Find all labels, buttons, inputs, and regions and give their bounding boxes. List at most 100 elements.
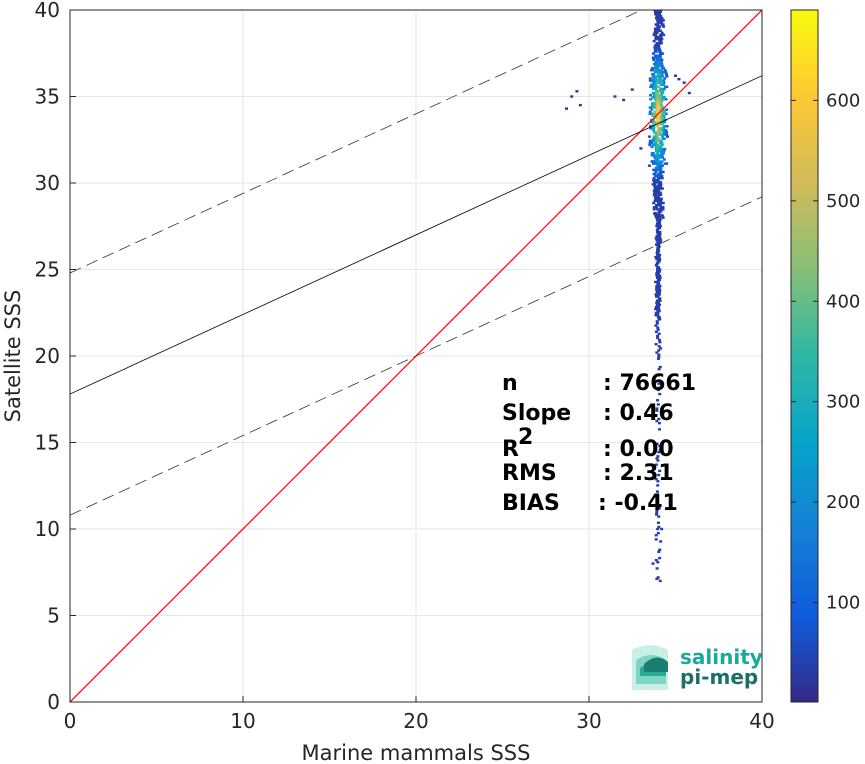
- density-cell: [658, 392, 662, 396]
- density-cell: [657, 525, 661, 529]
- density-cell: [655, 181, 659, 184]
- density-cell: [658, 444, 662, 448]
- density-cell: [657, 25, 661, 28]
- density-cell: [658, 579, 662, 583]
- density-cell: [662, 81, 666, 84]
- density-cell: [655, 143, 659, 147]
- density-cell: [659, 239, 663, 242]
- density-cell: [656, 459, 660, 462]
- density-cell: [654, 79, 658, 82]
- density-cell: [658, 50, 662, 53]
- density-cell: [657, 386, 661, 390]
- density-cell: [659, 52, 663, 55]
- density-outlier: [639, 147, 643, 150]
- density-cell: [657, 515, 661, 518]
- density-cell: [656, 129, 660, 132]
- density-cell: [655, 284, 659, 288]
- density-cell: [655, 490, 659, 493]
- density-cell: [665, 162, 669, 165]
- density-cell: [651, 104, 655, 107]
- density-cell: [654, 141, 658, 145]
- density-cell: [655, 230, 659, 234]
- colorbar: [790, 9, 819, 703]
- density-cell: [661, 216, 665, 219]
- density-cell: [659, 540, 663, 543]
- density-cell: [657, 243, 661, 246]
- density-cell: [656, 241, 660, 244]
- density-cell: [657, 282, 661, 286]
- density-cell: [658, 93, 662, 97]
- density-cell: [656, 179, 660, 182]
- density-cell: [660, 62, 664, 66]
- density-cell: [657, 195, 661, 199]
- density-cell: [657, 85, 661, 89]
- density-cell: [659, 116, 663, 120]
- density-cell: [655, 504, 659, 508]
- density-outlier: [578, 103, 582, 107]
- density-cell: [664, 98, 668, 101]
- density-cell: [652, 206, 656, 209]
- density-cell: [659, 89, 663, 93]
- density-cell: [654, 538, 658, 541]
- density-cell: [659, 208, 663, 211]
- density-cell: [652, 179, 656, 182]
- density-cell: [654, 193, 658, 196]
- density-cell: [660, 118, 664, 122]
- density-cell: [655, 239, 659, 242]
- density-cell: [650, 139, 654, 142]
- density-cell: [659, 39, 663, 43]
- density-cell: [652, 168, 656, 172]
- density-cell: [658, 100, 662, 103]
- density-outlier: [622, 98, 626, 102]
- density-cell: [654, 137, 658, 140]
- density-cell: [655, 135, 659, 138]
- density-cell: [655, 419, 659, 423]
- density-cell: [657, 201, 661, 205]
- density-cell: [656, 114, 660, 118]
- density-cell: [658, 131, 662, 134]
- density-cell: [659, 156, 663, 159]
- density-cell: [652, 106, 656, 109]
- density-cell: [648, 112, 652, 115]
- density-cell: [656, 75, 660, 78]
- density-cell: [655, 313, 659, 317]
- density-cell: [657, 245, 661, 248]
- density-cell: [660, 91, 664, 95]
- density-cell: [657, 73, 661, 76]
- stat-label: R: [502, 437, 519, 462]
- density-cell: [659, 60, 663, 64]
- density-cell: [651, 183, 655, 186]
- density-cell: [654, 112, 658, 115]
- density-cell: [648, 139, 652, 142]
- density-cell: [656, 64, 660, 68]
- density-cell: [657, 203, 661, 207]
- x-tick-label: 10: [230, 709, 255, 733]
- density-cell: [660, 95, 664, 99]
- density-cell: [657, 162, 661, 165]
- density-cell: [656, 133, 660, 136]
- density-outlier: [575, 90, 579, 93]
- density-cell: [656, 266, 660, 269]
- density-cell: [659, 183, 663, 186]
- density-cell: [662, 71, 666, 74]
- density-cell: [655, 187, 659, 190]
- density-cell: [657, 112, 661, 115]
- density-cell: [655, 17, 659, 20]
- density-cell: [662, 118, 666, 122]
- density-cell: [651, 75, 655, 78]
- density-cell: [661, 19, 665, 22]
- density-cell: [659, 69, 663, 72]
- density-cell: [658, 365, 662, 369]
- density-cell: [656, 37, 660, 41]
- density-cell: [657, 168, 661, 172]
- density-cell: [654, 170, 658, 174]
- density-cell: [656, 502, 660, 506]
- density-cell: [659, 104, 663, 107]
- density-cell: [656, 100, 660, 103]
- density-cell: [659, 33, 663, 37]
- density-cell: [655, 224, 659, 228]
- density-cell: [654, 307, 658, 311]
- density-cell: [654, 156, 658, 159]
- density-cell: [653, 199, 657, 203]
- density-cell: [661, 23, 665, 26]
